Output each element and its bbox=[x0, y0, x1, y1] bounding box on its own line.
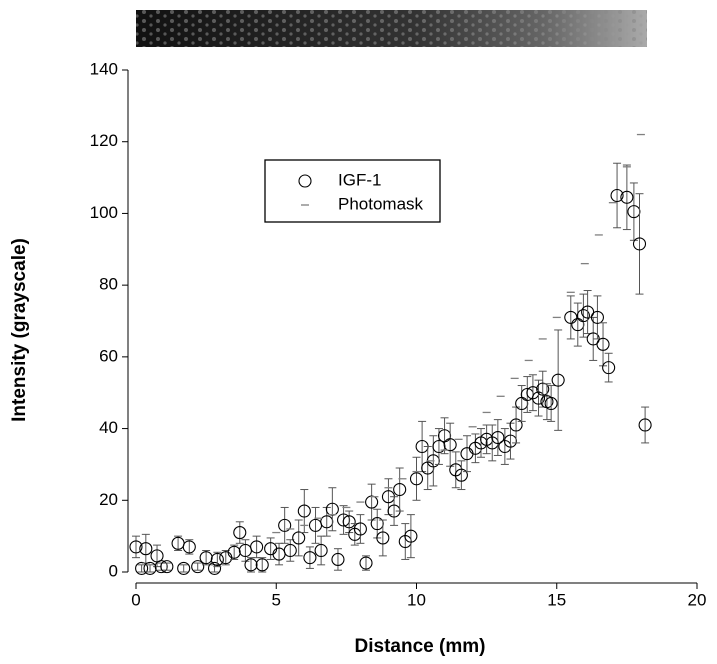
data-point bbox=[182, 540, 196, 554]
data-point bbox=[638, 418, 652, 432]
data-point bbox=[454, 468, 468, 482]
y-axis-title: Intensity (grayscale) bbox=[9, 238, 30, 422]
y-tick-label: 100 bbox=[90, 203, 118, 222]
legend-label: IGF-1 bbox=[338, 170, 381, 189]
data-point bbox=[443, 438, 457, 452]
data-point bbox=[576, 309, 590, 323]
data-point bbox=[207, 561, 222, 575]
data-point bbox=[250, 540, 264, 554]
x-tick-label: 10 bbox=[407, 590, 426, 609]
data-point bbox=[129, 540, 143, 554]
y-tick-label: 80 bbox=[99, 275, 118, 294]
photomask-strip-texture bbox=[136, 10, 647, 47]
data-point bbox=[632, 237, 647, 251]
data-point bbox=[602, 361, 616, 375]
data-point bbox=[376, 531, 390, 545]
y-tick-label: 40 bbox=[99, 418, 118, 437]
data-point bbox=[278, 518, 292, 532]
data-point bbox=[292, 531, 306, 545]
legend-box bbox=[264, 159, 441, 223]
data-point bbox=[409, 472, 424, 486]
data-point bbox=[544, 396, 558, 411]
data-point bbox=[160, 560, 174, 574]
legend-symbol bbox=[298, 174, 312, 188]
x-tick-label: 15 bbox=[547, 590, 566, 609]
data-point bbox=[564, 310, 578, 324]
x-axis-title: Distance (mm) bbox=[355, 636, 486, 657]
data-point bbox=[331, 552, 345, 567]
data-point bbox=[359, 556, 373, 570]
data-point bbox=[139, 542, 153, 556]
data-point bbox=[590, 310, 604, 324]
data-point bbox=[596, 337, 610, 351]
data-point bbox=[283, 543, 297, 558]
data-point bbox=[531, 391, 546, 405]
data-point bbox=[353, 522, 367, 536]
data-point bbox=[177, 561, 191, 575]
data-point bbox=[210, 552, 224, 567]
data-point bbox=[581, 305, 595, 319]
data-point bbox=[536, 382, 550, 396]
data-point bbox=[255, 558, 269, 572]
y-tick-label: 120 bbox=[90, 131, 118, 150]
y-tick-label: 60 bbox=[99, 346, 118, 365]
y-tick-label: 20 bbox=[99, 490, 118, 509]
data-point bbox=[135, 561, 149, 575]
y-tick-label: 140 bbox=[90, 59, 118, 78]
data-point bbox=[393, 482, 407, 497]
data-point bbox=[314, 543, 328, 558]
data-point bbox=[404, 529, 418, 543]
x-tick-label: 20 bbox=[688, 590, 707, 609]
data-point bbox=[509, 418, 523, 432]
x-tick-label: 0 bbox=[131, 590, 140, 609]
y-tick-label: 0 bbox=[109, 561, 118, 580]
data-point bbox=[191, 560, 205, 574]
data-point bbox=[620, 190, 634, 204]
x-tick-label: 5 bbox=[272, 590, 281, 609]
data-point bbox=[610, 188, 624, 203]
data-point bbox=[244, 558, 258, 572]
data-point bbox=[551, 373, 565, 387]
data-point bbox=[342, 515, 356, 529]
data-point bbox=[297, 504, 311, 518]
data-point bbox=[303, 551, 317, 565]
legend-label: Photomask bbox=[338, 194, 424, 213]
data-point bbox=[491, 430, 505, 445]
data-point bbox=[233, 526, 247, 540]
